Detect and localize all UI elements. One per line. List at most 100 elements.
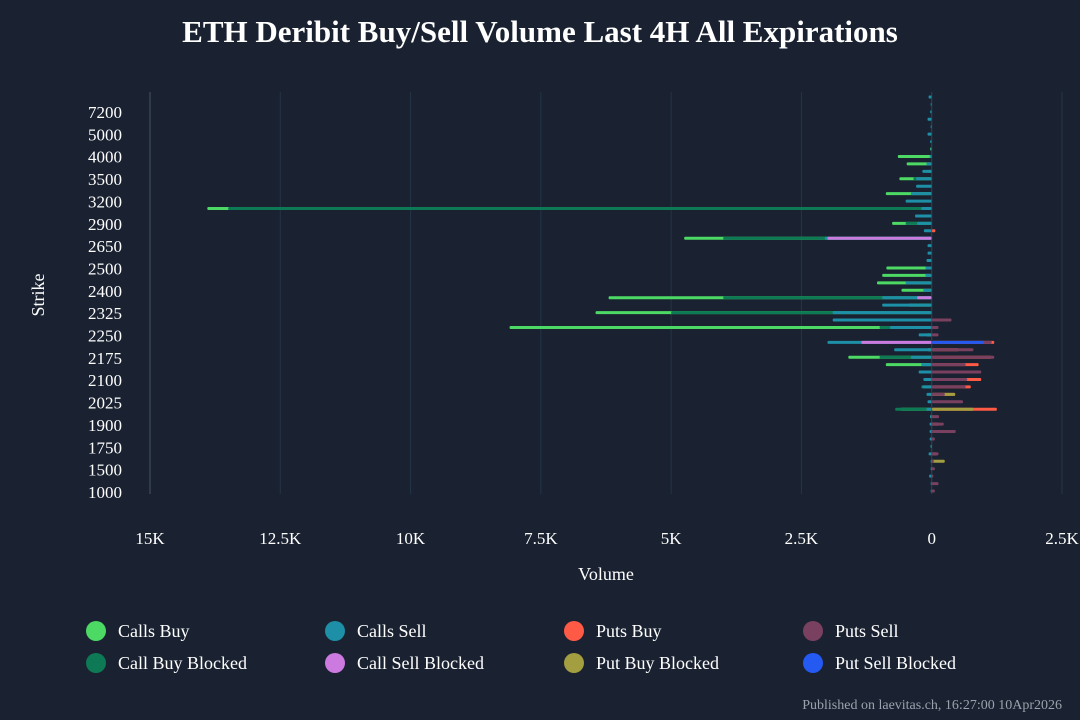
legend-item-put-buy-blocked[interactable]: Put Buy Blocked <box>564 652 803 674</box>
bar-calls-sell <box>918 333 932 337</box>
bar-calls-sell <box>915 214 932 218</box>
bar-calls-sell <box>927 244 932 248</box>
bar-calls-sell <box>929 474 932 478</box>
bar-calls-sell <box>832 311 932 315</box>
bar-puts-buy <box>931 229 936 233</box>
bar-calls-sell <box>929 430 932 434</box>
y-tick-label: 2175 <box>88 349 122 368</box>
y-tick-label: 2025 <box>88 394 122 413</box>
bar-puts-sell <box>931 348 974 352</box>
chart-title: ETH Deribit Buy/Sell Volume Last 4H All … <box>182 14 898 49</box>
bar-calls-sell <box>832 318 932 322</box>
bar-calls-sell <box>910 192 932 196</box>
legend-label-puts-buy: Puts Buy <box>596 620 662 641</box>
published-footer: Published on laevitas.ch, 16:27:00 10Apr… <box>802 698 1062 713</box>
x-axis-title: Volume <box>578 564 634 584</box>
legend-label-calls-buy: Calls Buy <box>118 620 190 641</box>
bar-puts-sell <box>931 400 963 404</box>
bar-calls-sell <box>928 95 932 99</box>
legend: Calls Buy Calls Sell Puts Buy Puts Sell … <box>86 620 1046 674</box>
x-tick-label: 5K <box>661 529 683 548</box>
legend-swatch-call-buy-blocked <box>86 653 106 673</box>
bar-puts-sell <box>931 415 940 419</box>
bar-calls-sell <box>882 303 932 307</box>
y-tick-label: 2250 <box>88 327 122 346</box>
legend-label-put-buy-blocked: Put Buy Blocked <box>596 652 720 673</box>
legend-item-call-buy-blocked[interactable]: Call Buy Blocked <box>86 652 325 674</box>
bar-calls-sell <box>916 177 932 181</box>
legend-label-put-sell-blocked: Put Sell Blocked <box>835 652 956 673</box>
y-tick-label: 1000 <box>88 483 122 502</box>
bar-calls-sell <box>927 117 932 121</box>
y-tick-label: 1900 <box>88 416 122 435</box>
bar-calls-sell <box>922 385 932 389</box>
y-tick-label: 2325 <box>88 304 122 323</box>
bar-calls-sell <box>929 154 932 158</box>
legend-item-calls-buy[interactable]: Calls Buy <box>86 620 325 642</box>
legend-swatch-put-buy-blocked <box>564 653 584 673</box>
bar-calls-sell <box>925 266 932 270</box>
y-tick-label: 3500 <box>88 170 122 189</box>
bar-calls-buy <box>885 363 932 367</box>
bar-puts-sell <box>931 392 945 396</box>
bar-puts-sell <box>931 452 939 456</box>
bar-calls-sell <box>926 259 932 263</box>
bar-puts-sell <box>931 422 944 426</box>
bar-calls-buy <box>906 162 932 166</box>
bar-calls-sell <box>929 422 932 426</box>
y-tick-label: 2900 <box>88 215 122 234</box>
bar-calls-buy <box>897 154 932 158</box>
bar-calls-sell <box>923 288 932 292</box>
bar-puts-sell <box>931 467 935 471</box>
y-tick-label: 4000 <box>88 148 122 167</box>
legend-swatch-puts-buy <box>564 621 584 641</box>
bar-puts-sell <box>931 363 966 367</box>
bar-calls-sell <box>927 251 932 255</box>
x-tick-label: 7.5K <box>524 529 558 548</box>
bar-calls-sell <box>918 370 932 374</box>
legend-item-puts-sell[interactable]: Puts Sell <box>803 620 1042 642</box>
bar-calls-sell <box>916 184 932 188</box>
bar-calls-sell <box>927 400 932 404</box>
bar-calls-sell <box>923 229 932 233</box>
bar-calls-sell <box>890 325 932 329</box>
bar-puts-sell <box>931 355 995 359</box>
legend-item-call-sell-blocked[interactable]: Call Sell Blocked <box>325 652 564 674</box>
legend-item-calls-sell[interactable]: Calls Sell <box>325 620 564 642</box>
bar-calls-sell <box>926 392 932 396</box>
y-tick-label: 5000 <box>88 125 122 144</box>
legend-label-call-sell-blocked: Call Sell Blocked <box>357 652 484 673</box>
bar-puts-sell <box>931 333 939 337</box>
legend-item-put-sell-blocked[interactable]: Put Sell Blocked <box>803 652 1042 674</box>
x-tick-label: 2.5K <box>1045 529 1079 548</box>
legend-swatch-calls-sell <box>325 621 345 641</box>
bar-calls-buy <box>886 266 932 270</box>
bar-calls-sell <box>921 207 932 211</box>
legend-label-calls-sell: Calls Sell <box>357 620 427 641</box>
bar-put-buy-blocked <box>931 459 945 463</box>
x-tick-label: 2.5K <box>785 529 819 548</box>
bar-puts-sell <box>931 459 934 463</box>
bar-calls-sell <box>926 162 932 166</box>
bar-calls-sell <box>910 355 932 359</box>
bar-calls-sell <box>921 363 932 367</box>
y-tick-label: 2500 <box>88 259 122 278</box>
bar-call-sell-blocked <box>917 296 932 300</box>
bar-calls-sell <box>928 452 932 456</box>
bar-puts-sell <box>931 318 952 322</box>
y-tick-label: 2650 <box>88 237 122 256</box>
bar-calls-sell <box>905 199 932 203</box>
y-tick-label: 7200 <box>88 103 122 122</box>
bar-calls-sell <box>925 273 932 277</box>
bar-calls-sell <box>894 348 932 352</box>
y-tick-label: 1750 <box>88 438 122 457</box>
bar-call-buy-blocked <box>723 296 932 300</box>
y-axis-title: Strike <box>28 273 48 316</box>
x-tick-label: 15K <box>135 529 165 548</box>
chart-svg: 15K 12.5K 10K 7.5K 5K 2.5K 0 2.5K 7200 5000 4000 35… <box>28 92 1079 584</box>
legend-label-call-buy-blocked: Call Buy Blocked <box>118 652 247 673</box>
legend-item-puts-buy[interactable]: Puts Buy <box>564 620 803 642</box>
bar-put-buy-blocked <box>931 407 974 411</box>
bar-calls-sell <box>923 377 932 381</box>
bar-call-sell-blocked <box>827 236 932 240</box>
